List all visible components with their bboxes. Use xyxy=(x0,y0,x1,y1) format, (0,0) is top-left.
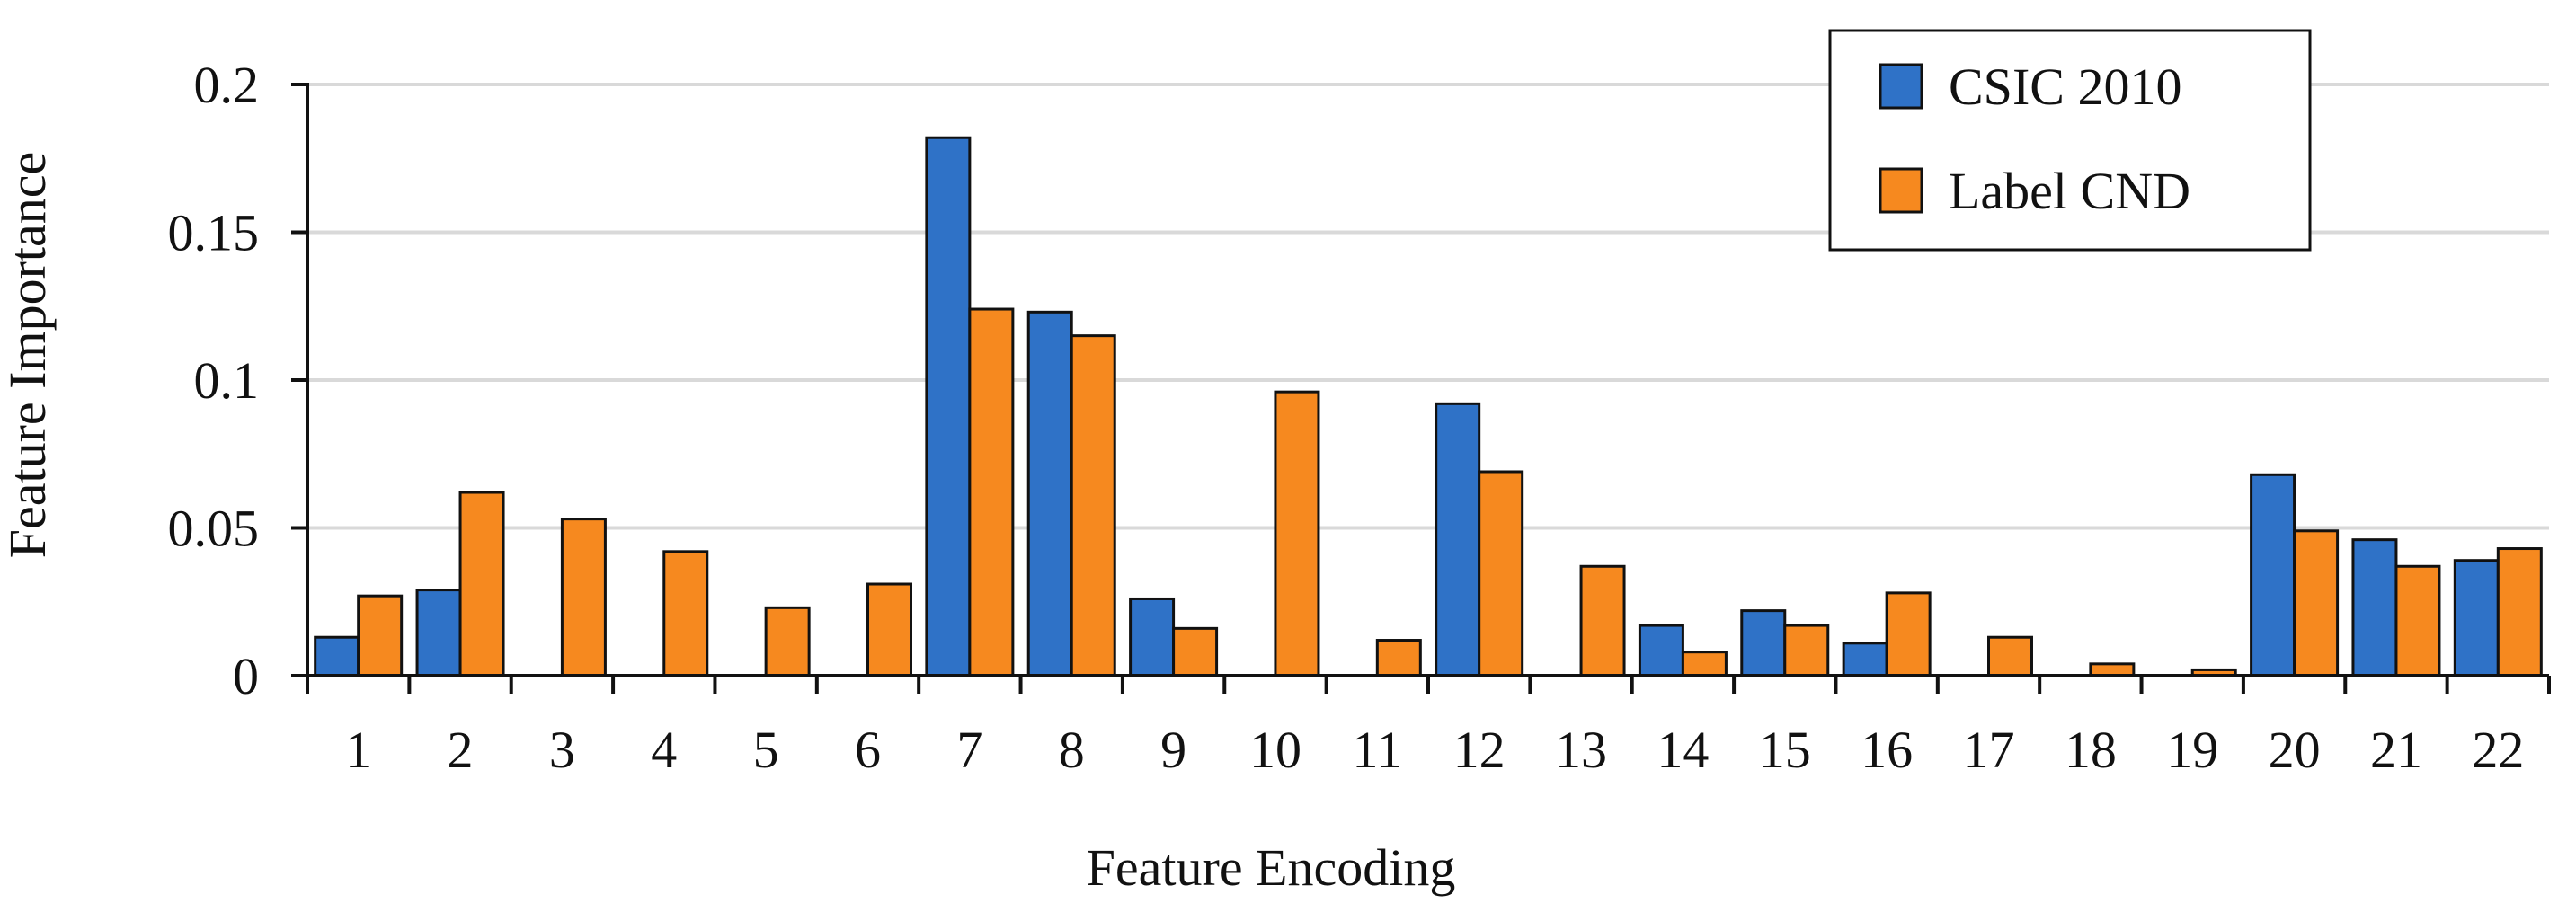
x-tick-label: 17 xyxy=(1963,721,2015,779)
y-tick-label: 0.05 xyxy=(168,500,260,558)
bar-csic-2010-14 xyxy=(1638,624,1684,677)
bar-label-cnd-12 xyxy=(1478,470,1524,677)
bar-label-cnd-7 xyxy=(968,307,1015,677)
bar-label-cnd-3 xyxy=(560,518,607,677)
bar-label-cnd-2 xyxy=(458,491,505,677)
bar-label-cnd-4 xyxy=(662,550,709,677)
bar-label-cnd-15 xyxy=(1783,624,1830,677)
x-tick-label: 1 xyxy=(345,721,371,779)
legend-label-csic-2010: CSIC 2010 xyxy=(1949,58,2181,116)
bar-label-cnd-6 xyxy=(866,582,912,677)
y-axis-title: Feature Importance xyxy=(0,152,57,559)
x-tick-label: 22 xyxy=(2472,721,2524,779)
y-tick-label: 0 xyxy=(233,647,259,705)
x-tick-label: 9 xyxy=(1160,721,1186,779)
x-tick-label: 20 xyxy=(2269,721,2321,779)
bar-csic-2010-15 xyxy=(1740,609,1787,677)
x-tick-label: 13 xyxy=(1555,721,1607,779)
bar-csic-2010-1 xyxy=(314,635,360,677)
bars-layer xyxy=(314,136,2543,677)
x-tick-label: 18 xyxy=(2065,721,2117,779)
bar-label-cnd-10 xyxy=(1274,390,1320,677)
bar-csic-2010-2 xyxy=(415,589,462,677)
x-tick-label: 3 xyxy=(549,721,575,779)
bar-csic-2010-9 xyxy=(1129,597,1176,677)
x-tick-label: 12 xyxy=(1453,721,1506,779)
x-tick-label: 8 xyxy=(1059,721,1085,779)
bar-label-cnd-22 xyxy=(2496,547,2543,677)
legend: CSIC 2010 Label CND xyxy=(1828,29,2312,252)
x-tick-label: 19 xyxy=(2166,721,2218,779)
legend-label-label-cnd: Label CND xyxy=(1949,162,2190,220)
x-tick-label: 2 xyxy=(448,721,474,779)
y-tick-label: 0.1 xyxy=(194,351,260,410)
bar-label-cnd-21 xyxy=(2394,564,2441,677)
bar-csic-2010-16 xyxy=(1842,642,1888,677)
bar-label-cnd-8 xyxy=(1070,334,1116,677)
x-tick-label: 15 xyxy=(1759,721,1811,779)
bar-label-cnd-13 xyxy=(1579,564,1626,677)
x-tick-label: 7 xyxy=(956,721,982,779)
x-tick-label: 16 xyxy=(1861,721,1913,779)
x-tick-label: 10 xyxy=(1249,721,1301,779)
bar-label-cnd-1 xyxy=(357,594,404,677)
bar-label-cnd-11 xyxy=(1375,639,1422,677)
x-tick-label: 5 xyxy=(753,721,779,779)
legend-swatch-csic-2010 xyxy=(1879,63,1923,110)
bar-label-cnd-17 xyxy=(1987,635,2033,677)
y-tick-label: 0.15 xyxy=(168,204,260,262)
legend-swatch-label-cnd xyxy=(1879,167,1923,214)
x-tick-label: 14 xyxy=(1657,721,1709,779)
bar-csic-2010-20 xyxy=(2250,473,2296,677)
bar-label-cnd-14 xyxy=(1681,651,1728,677)
bar-csic-2010-7 xyxy=(925,136,972,677)
bar-csic-2010-8 xyxy=(1026,310,1073,677)
x-tick-label: 11 xyxy=(1352,721,1402,779)
y-tick-label: 0.2 xyxy=(194,56,260,114)
x-tick-label: 21 xyxy=(2370,721,2422,779)
bar-label-cnd-5 xyxy=(764,606,811,677)
bar-csic-2010-22 xyxy=(2453,559,2500,677)
bar-label-cnd-16 xyxy=(1885,591,1932,677)
bar-csic-2010-12 xyxy=(1435,402,1481,677)
ticks-layer: 00.050.10.150.21 2 3 4 5 6 7 8 9 10 11 12 13 14 15 16 17… xyxy=(168,56,2551,779)
bar-label-cnd-20 xyxy=(2293,529,2340,677)
x-tick-label: 4 xyxy=(651,721,677,779)
x-tick-label: 6 xyxy=(855,721,881,779)
bar-csic-2010-21 xyxy=(2351,538,2398,677)
x-axis-title: Feature Encoding xyxy=(1087,838,1456,897)
bar-label-cnd-9 xyxy=(1172,626,1219,677)
